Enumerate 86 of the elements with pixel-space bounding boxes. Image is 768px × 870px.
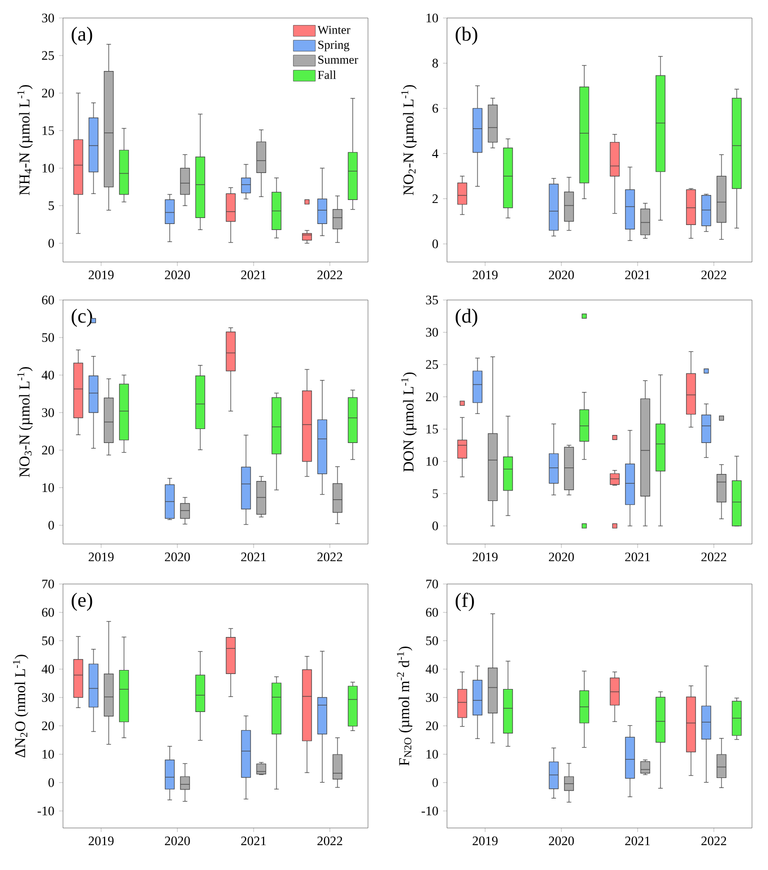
y-tick-label: 20 bbox=[42, 88, 54, 98]
y-tick-label: 40 bbox=[42, 664, 54, 674]
x-tick-label: 2021 bbox=[241, 270, 266, 280]
y-axis-title: DON (µmol L$^{-1}$) bbox=[401, 372, 417, 472]
y-axis-title: F$_{N2O}$ (µmol m$^{-2}$ d$^{-1}$) bbox=[396, 646, 412, 766]
y-tick-label: 40 bbox=[426, 664, 438, 674]
y-tick-label: 50 bbox=[426, 636, 438, 646]
y-tick-label: 0 bbox=[432, 522, 438, 530]
chart-title: (b) bbox=[456, 26, 478, 45]
y-tick-label: 60 bbox=[426, 608, 438, 617]
y-tick-label: -10 bbox=[38, 806, 54, 816]
x-tick-label: 2021 bbox=[625, 270, 650, 280]
y-tick-label: 70 bbox=[42, 580, 54, 588]
x-tick-label: 2021 bbox=[625, 836, 650, 846]
x-tick-label: 2019 bbox=[88, 836, 114, 846]
y-tick-label: 5 bbox=[432, 489, 438, 498]
legend-label: Spring bbox=[318, 40, 350, 52]
y-tick-label: 50 bbox=[42, 636, 54, 646]
y-tick-label: 30 bbox=[426, 693, 438, 702]
y-tick-label: 10 bbox=[426, 456, 438, 466]
y-axis-title: NO$_{2}$-N (µmol L$^{-1}$) bbox=[401, 85, 417, 196]
x-tick-label: 2022 bbox=[701, 552, 726, 562]
chart-title: (f) bbox=[456, 592, 474, 612]
y-tick-label: 0 bbox=[432, 778, 438, 787]
x-tick-label: 2020 bbox=[548, 836, 574, 846]
y-tick-label: 0 bbox=[48, 778, 54, 787]
y-tick-label: 25 bbox=[426, 360, 438, 369]
x-tick-label: 2019 bbox=[472, 836, 498, 846]
x-tick-label: 2021 bbox=[241, 552, 266, 562]
y-tick-label: 10 bbox=[42, 750, 54, 759]
x-tick-label: 2021 bbox=[625, 552, 650, 562]
y-tick-label: 5 bbox=[48, 201, 54, 210]
y-tick-label: 0 bbox=[432, 240, 438, 248]
y-tick-label: 40 bbox=[42, 370, 54, 380]
y-tick-label: 10 bbox=[426, 14, 438, 22]
y-axis-title: NO$_{3}$-N (µmol L$^{-1}$) bbox=[17, 367, 33, 478]
x-tick-label: 2022 bbox=[701, 836, 726, 846]
y-axis-title: ΔN$_{2}$O (nmol L$^{-1}$) bbox=[12, 654, 28, 758]
x-tick-label: 2019 bbox=[88, 552, 114, 562]
x-tick-label: 2020 bbox=[548, 552, 574, 562]
y-tick-label: 20 bbox=[426, 721, 438, 730]
y-tick-label: 8 bbox=[432, 58, 438, 68]
x-tick-label: 2021 bbox=[241, 836, 266, 846]
y-tick-label: 30 bbox=[42, 408, 54, 417]
x-tick-label: 2020 bbox=[164, 836, 190, 846]
y-tick-label: 2 bbox=[432, 194, 438, 204]
y-tick-label: 20 bbox=[426, 392, 438, 402]
y-tick-label: 10 bbox=[42, 164, 54, 173]
y-tick-label: 60 bbox=[42, 296, 54, 304]
y-tick-label: 70 bbox=[426, 580, 438, 588]
x-tick-label: 2019 bbox=[472, 552, 498, 562]
y-tick-label: 15 bbox=[426, 424, 438, 434]
legend-label: Fall bbox=[318, 70, 336, 79]
y-tick-label: 30 bbox=[426, 328, 438, 337]
x-tick-label: 2020 bbox=[164, 552, 190, 562]
legend-label: Summer bbox=[318, 56, 358, 64]
x-tick-label: 2020 bbox=[164, 270, 190, 280]
y-tick-label: 30 bbox=[42, 14, 54, 22]
chart-title: (a) bbox=[72, 26, 92, 45]
chart-title: (c) bbox=[72, 308, 92, 327]
y-tick-label: 15 bbox=[42, 126, 54, 135]
y-tick-label: -10 bbox=[422, 806, 438, 816]
y-tick-label: 0 bbox=[48, 520, 54, 530]
chart-title: (e) bbox=[72, 592, 92, 611]
y-tick-label: 6 bbox=[432, 104, 438, 113]
y-tick-label: 25 bbox=[42, 51, 54, 60]
y-tick-label: 20 bbox=[42, 446, 54, 455]
x-tick-label: 2019 bbox=[88, 270, 114, 280]
y-tick-label: 10 bbox=[426, 750, 438, 759]
x-tick-label: 2022 bbox=[317, 552, 342, 562]
y-tick-label: 35 bbox=[426, 296, 438, 304]
y-axis-title: NH$_{4}$-N (µmol L$^{-1}$) bbox=[17, 85, 33, 196]
x-tick-label: 2022 bbox=[317, 270, 342, 280]
chart-title: (d) bbox=[456, 308, 478, 327]
y-tick-label: 20 bbox=[42, 721, 54, 730]
legend-label: Winter bbox=[318, 26, 350, 34]
x-tick-label: 2022 bbox=[701, 270, 726, 280]
y-tick-label: 50 bbox=[42, 333, 54, 342]
y-tick-label: 10 bbox=[42, 483, 54, 492]
y-tick-label: 30 bbox=[42, 693, 54, 702]
y-tick-label: 4 bbox=[432, 149, 438, 158]
y-tick-label: 0 bbox=[48, 238, 54, 248]
y-tick-label: 60 bbox=[42, 608, 54, 617]
x-tick-label: 2022 bbox=[317, 836, 342, 846]
x-tick-label: 2020 bbox=[548, 270, 574, 280]
x-tick-label: 2019 bbox=[472, 270, 498, 280]
